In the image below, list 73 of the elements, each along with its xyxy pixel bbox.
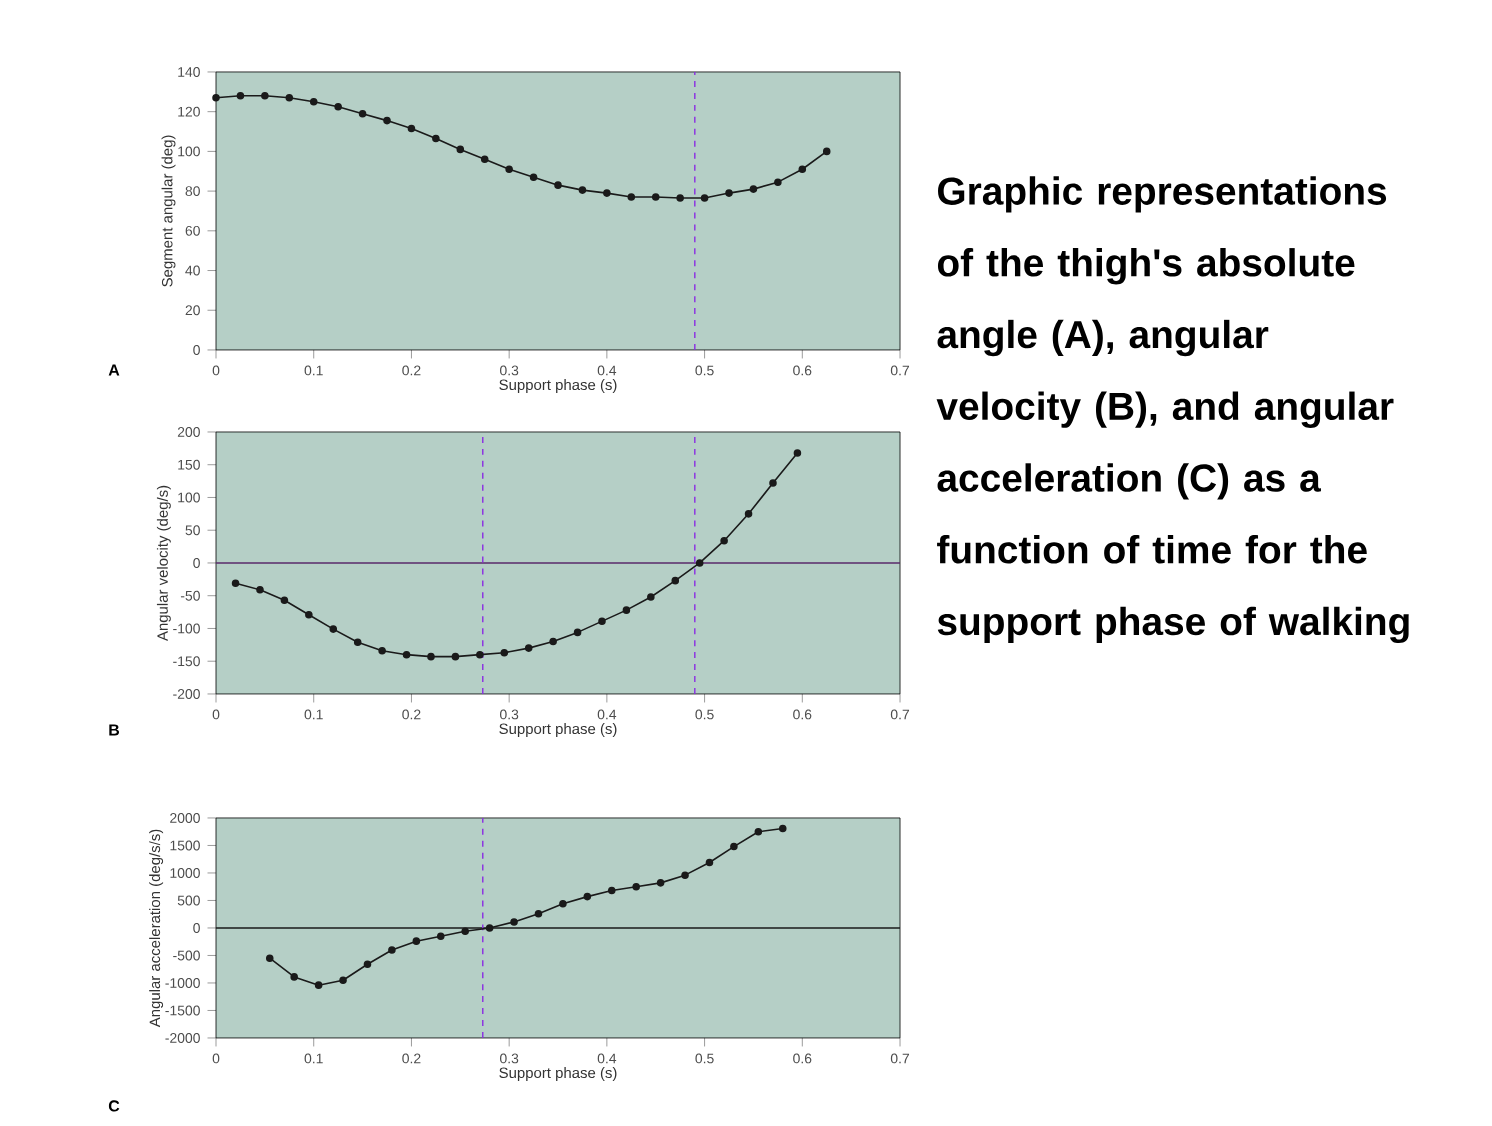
point [676, 194, 684, 202]
point [700, 194, 709, 202]
point [309, 97, 318, 106]
point [353, 638, 362, 646]
point [573, 628, 582, 637]
point [720, 536, 728, 545]
point [554, 181, 562, 189]
point [744, 510, 753, 518]
point [436, 932, 445, 940]
point [725, 189, 733, 197]
point [285, 94, 294, 102]
point [749, 185, 758, 193]
point [358, 109, 367, 118]
point [651, 193, 660, 201]
point [578, 186, 587, 194]
point [627, 193, 636, 201]
point [363, 960, 372, 969]
point [407, 124, 416, 133]
point [559, 899, 567, 908]
point [656, 879, 665, 887]
point [256, 586, 264, 594]
point [598, 617, 606, 626]
point [231, 579, 240, 588]
point [534, 909, 543, 918]
point [647, 593, 655, 601]
point [793, 449, 802, 457]
point [378, 646, 386, 655]
point [695, 559, 704, 567]
point [432, 134, 440, 143]
point [261, 92, 269, 100]
point [774, 178, 782, 186]
point [500, 648, 509, 657]
point [212, 94, 220, 102]
point [510, 918, 518, 926]
point [305, 610, 313, 619]
point [583, 892, 592, 901]
point [505, 165, 513, 174]
point [822, 147, 831, 156]
point [603, 189, 611, 197]
point [476, 650, 484, 659]
point [778, 824, 787, 833]
point [329, 625, 338, 633]
point [236, 92, 245, 100]
point [705, 858, 714, 867]
point [290, 973, 298, 981]
point [769, 479, 777, 487]
point [339, 976, 347, 984]
point [314, 981, 323, 989]
point [461, 927, 469, 936]
point [681, 871, 689, 879]
point [529, 173, 538, 181]
point [622, 606, 631, 614]
point [730, 842, 738, 851]
point [632, 882, 640, 891]
point [798, 165, 807, 174]
point [265, 954, 274, 962]
point [485, 924, 494, 932]
point [402, 650, 411, 659]
point [427, 652, 435, 661]
point [480, 155, 489, 164]
point [412, 937, 421, 945]
text: Graphic representations of the thigh's absolute angle (A), angular velocity (B), and angular acceleration (C) as a function of time for the support phase of walking [936, 176, 1409, 644]
point [671, 576, 680, 585]
point [549, 637, 557, 646]
point [280, 596, 289, 605]
point [383, 116, 391, 125]
point [524, 644, 533, 652]
point [456, 145, 465, 154]
point [334, 102, 342, 111]
point [451, 652, 460, 661]
point [607, 886, 616, 895]
point [754, 827, 763, 836]
point [388, 946, 396, 954]
